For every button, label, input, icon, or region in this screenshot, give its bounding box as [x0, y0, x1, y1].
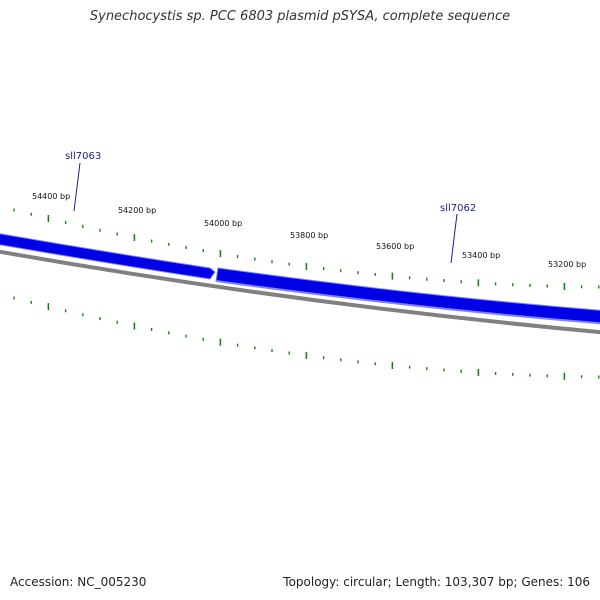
ruler-label: 53800 bp — [290, 231, 328, 240]
ruler-label: 54000 bp — [204, 219, 242, 228]
outer-tick-ring — [13, 208, 600, 290]
ruler-label: 53200 bp — [548, 260, 586, 269]
gene-arrow-left[interactable] — [0, 232, 216, 280]
inner-tick-ring — [13, 296, 600, 380]
gene-track — [0, 232, 600, 325]
ruler-label: 54400 bp — [32, 192, 70, 201]
ruler-label: 54200 bp — [118, 206, 156, 215]
topology-summary: Topology: circular; Length: 103,307 bp; … — [283, 575, 590, 589]
accession-text: Accession: NC_005230 — [10, 575, 147, 589]
map-title: Synechocystis sp. PCC 6803 plasmid pSYSA… — [89, 9, 511, 24]
gene-label-sll7063[interactable]: sll7063 — [65, 151, 101, 162]
gene-label-sll7062[interactable]: sll7062 — [440, 203, 476, 214]
backbone-line — [0, 249, 600, 335]
gene-leader-line — [73, 162, 81, 212]
ruler-label: 53400 bp — [462, 251, 500, 260]
gene-arrow-right-highlight — [215, 280, 600, 325]
ruler-label: 53600 bp — [376, 242, 414, 251]
gene-leader-line — [450, 213, 458, 264]
